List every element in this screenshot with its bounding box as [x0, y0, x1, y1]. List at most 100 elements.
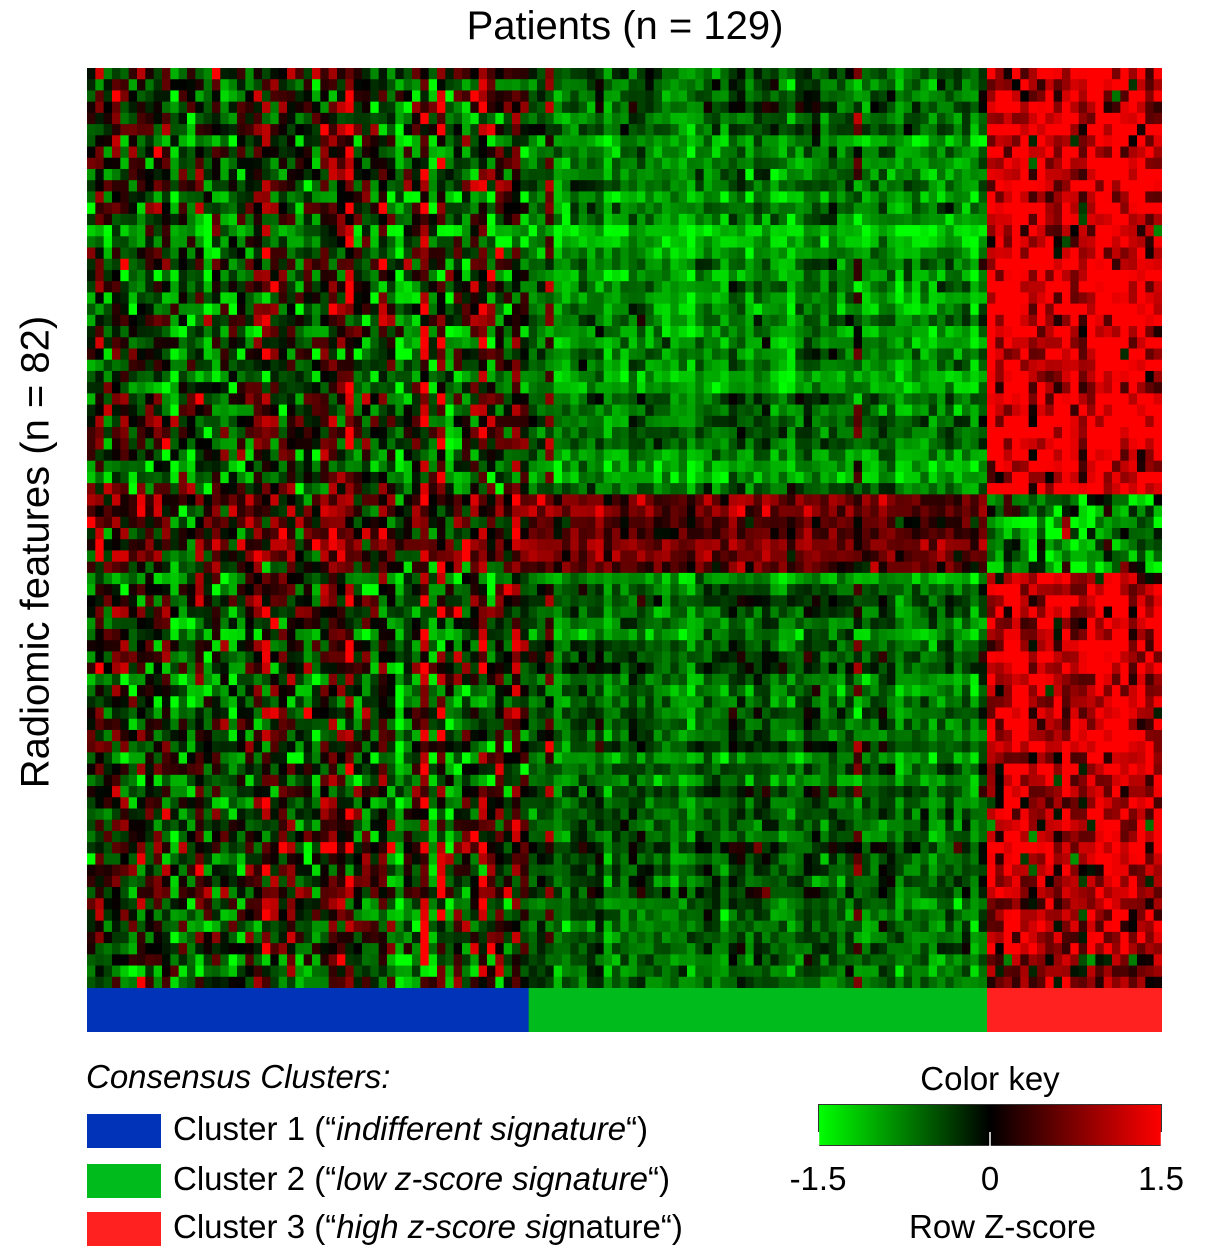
heatmap-cell: [578, 79, 588, 91]
heatmap-cell: [503, 393, 513, 405]
heatmap-cell: [720, 124, 730, 136]
heatmap-cell: [1087, 292, 1096, 305]
heatmap-cell: [320, 449, 330, 462]
heatmap-cell: [1062, 303, 1071, 316]
heatmap-cell: [987, 404, 996, 417]
heatmap-cell: [1053, 393, 1063, 405]
heatmap-cell: [187, 157, 196, 170]
heatmap-cell: [1045, 460, 1055, 473]
heatmap-cell: [612, 191, 621, 204]
heatmap-cell: [453, 168, 463, 181]
heatmap-cell: [1020, 460, 1030, 473]
heatmap-cell: [695, 337, 705, 349]
heatmap-cell: [970, 157, 980, 170]
heatmap-cell: [237, 168, 246, 181]
heatmap-cell: [1045, 359, 1055, 372]
heatmap-cell: [395, 157, 405, 170]
heatmap-cell: [212, 79, 221, 91]
heatmap-cell: [820, 146, 830, 159]
heatmap-cell: [420, 382, 430, 394]
heatmap-cell: [262, 483, 271, 495]
heatmap-cell: [1045, 269, 1055, 282]
heatmap-cell: [337, 225, 346, 237]
heatmap-cell: [737, 427, 746, 439]
heatmap-cell: [587, 348, 596, 361]
heatmap-cell: [303, 393, 313, 405]
heatmap-cell: [1062, 348, 1071, 361]
heatmap-cell: [112, 180, 121, 192]
heatmap-cell: [737, 101, 746, 114]
heatmap-cell: [570, 393, 580, 405]
heatmap-cell: [587, 135, 596, 147]
heatmap-cell: [487, 370, 496, 383]
heatmap-cell: [1128, 112, 1138, 125]
heatmap-cell: [1095, 202, 1105, 215]
heatmap-cell: [862, 404, 871, 417]
heatmap-cell: [653, 427, 663, 439]
heatmap-cell: [962, 471, 971, 484]
heatmap-cell: [712, 471, 721, 484]
heatmap-cell: [678, 146, 688, 159]
heatmap-cell: [370, 124, 380, 136]
heatmap-cell: [1095, 213, 1105, 226]
heatmap-cell: [862, 483, 871, 495]
heatmap-cell: [395, 90, 405, 103]
heatmap-cell: [295, 146, 305, 159]
heatmap-cell: [1120, 382, 1130, 394]
heatmap-cell: [1062, 370, 1071, 383]
heatmap-cell: [862, 236, 871, 248]
heatmap-cell: [1145, 404, 1155, 417]
heatmap-cell: [270, 314, 280, 327]
heatmap-cell: [162, 449, 171, 462]
heatmap-cell: [553, 236, 563, 248]
heatmap-cell: [245, 359, 255, 372]
heatmap-cell: [637, 124, 646, 136]
heatmap-cell: [820, 124, 830, 136]
heatmap-cell: [637, 326, 646, 338]
heatmap-cell: [1003, 303, 1013, 316]
heatmap-cell: [237, 79, 246, 91]
heatmap-cell: [812, 124, 821, 136]
heatmap-cell: [895, 393, 905, 405]
heatmap-cell: [987, 191, 996, 204]
heatmap-cell: [862, 348, 871, 361]
heatmap-cell: [603, 236, 613, 248]
heatmap-cell: [403, 393, 413, 405]
heatmap-cell: [553, 404, 563, 417]
heatmap-cell: [637, 168, 646, 181]
heatmap-cell: [787, 460, 796, 473]
heatmap-cell: [878, 427, 888, 439]
heatmap-cell: [95, 124, 105, 136]
heatmap-cell: [828, 112, 838, 125]
heatmap-cell: [270, 180, 280, 192]
heatmap-cell: [562, 247, 571, 260]
heatmap-cell: [520, 146, 530, 159]
heatmap-cell: [253, 471, 263, 484]
heatmap-cell: [503, 438, 513, 450]
heatmap-cell: [1045, 213, 1055, 226]
heatmap-cell: [145, 370, 155, 383]
heatmap-cell: [87, 68, 96, 80]
heatmap-cell: [528, 359, 538, 372]
heatmap-cell: [337, 415, 346, 428]
heatmap-cell: [670, 449, 680, 462]
heatmap-cell: [353, 247, 363, 260]
heatmap-cell: [778, 370, 788, 383]
heatmap-cell: [803, 348, 813, 361]
heatmap-cell: [570, 146, 580, 159]
heatmap-cell: [187, 236, 196, 248]
heatmap-cell: [603, 460, 613, 473]
heatmap-cell: [245, 180, 255, 192]
heatmap-cell: [612, 135, 621, 147]
heatmap-cell: [1045, 292, 1055, 305]
heatmap-cell: [145, 460, 155, 473]
heatmap-cell: [445, 180, 455, 192]
heatmap-cell: [528, 79, 538, 91]
heatmap-cell: [1062, 449, 1071, 462]
heatmap-cell: [637, 269, 646, 282]
heatmap-cell: [187, 314, 196, 327]
heatmap-cell: [445, 146, 455, 159]
heatmap-cell: [562, 213, 571, 226]
heatmap-cell: [578, 438, 588, 450]
heatmap-cell: [195, 180, 205, 192]
